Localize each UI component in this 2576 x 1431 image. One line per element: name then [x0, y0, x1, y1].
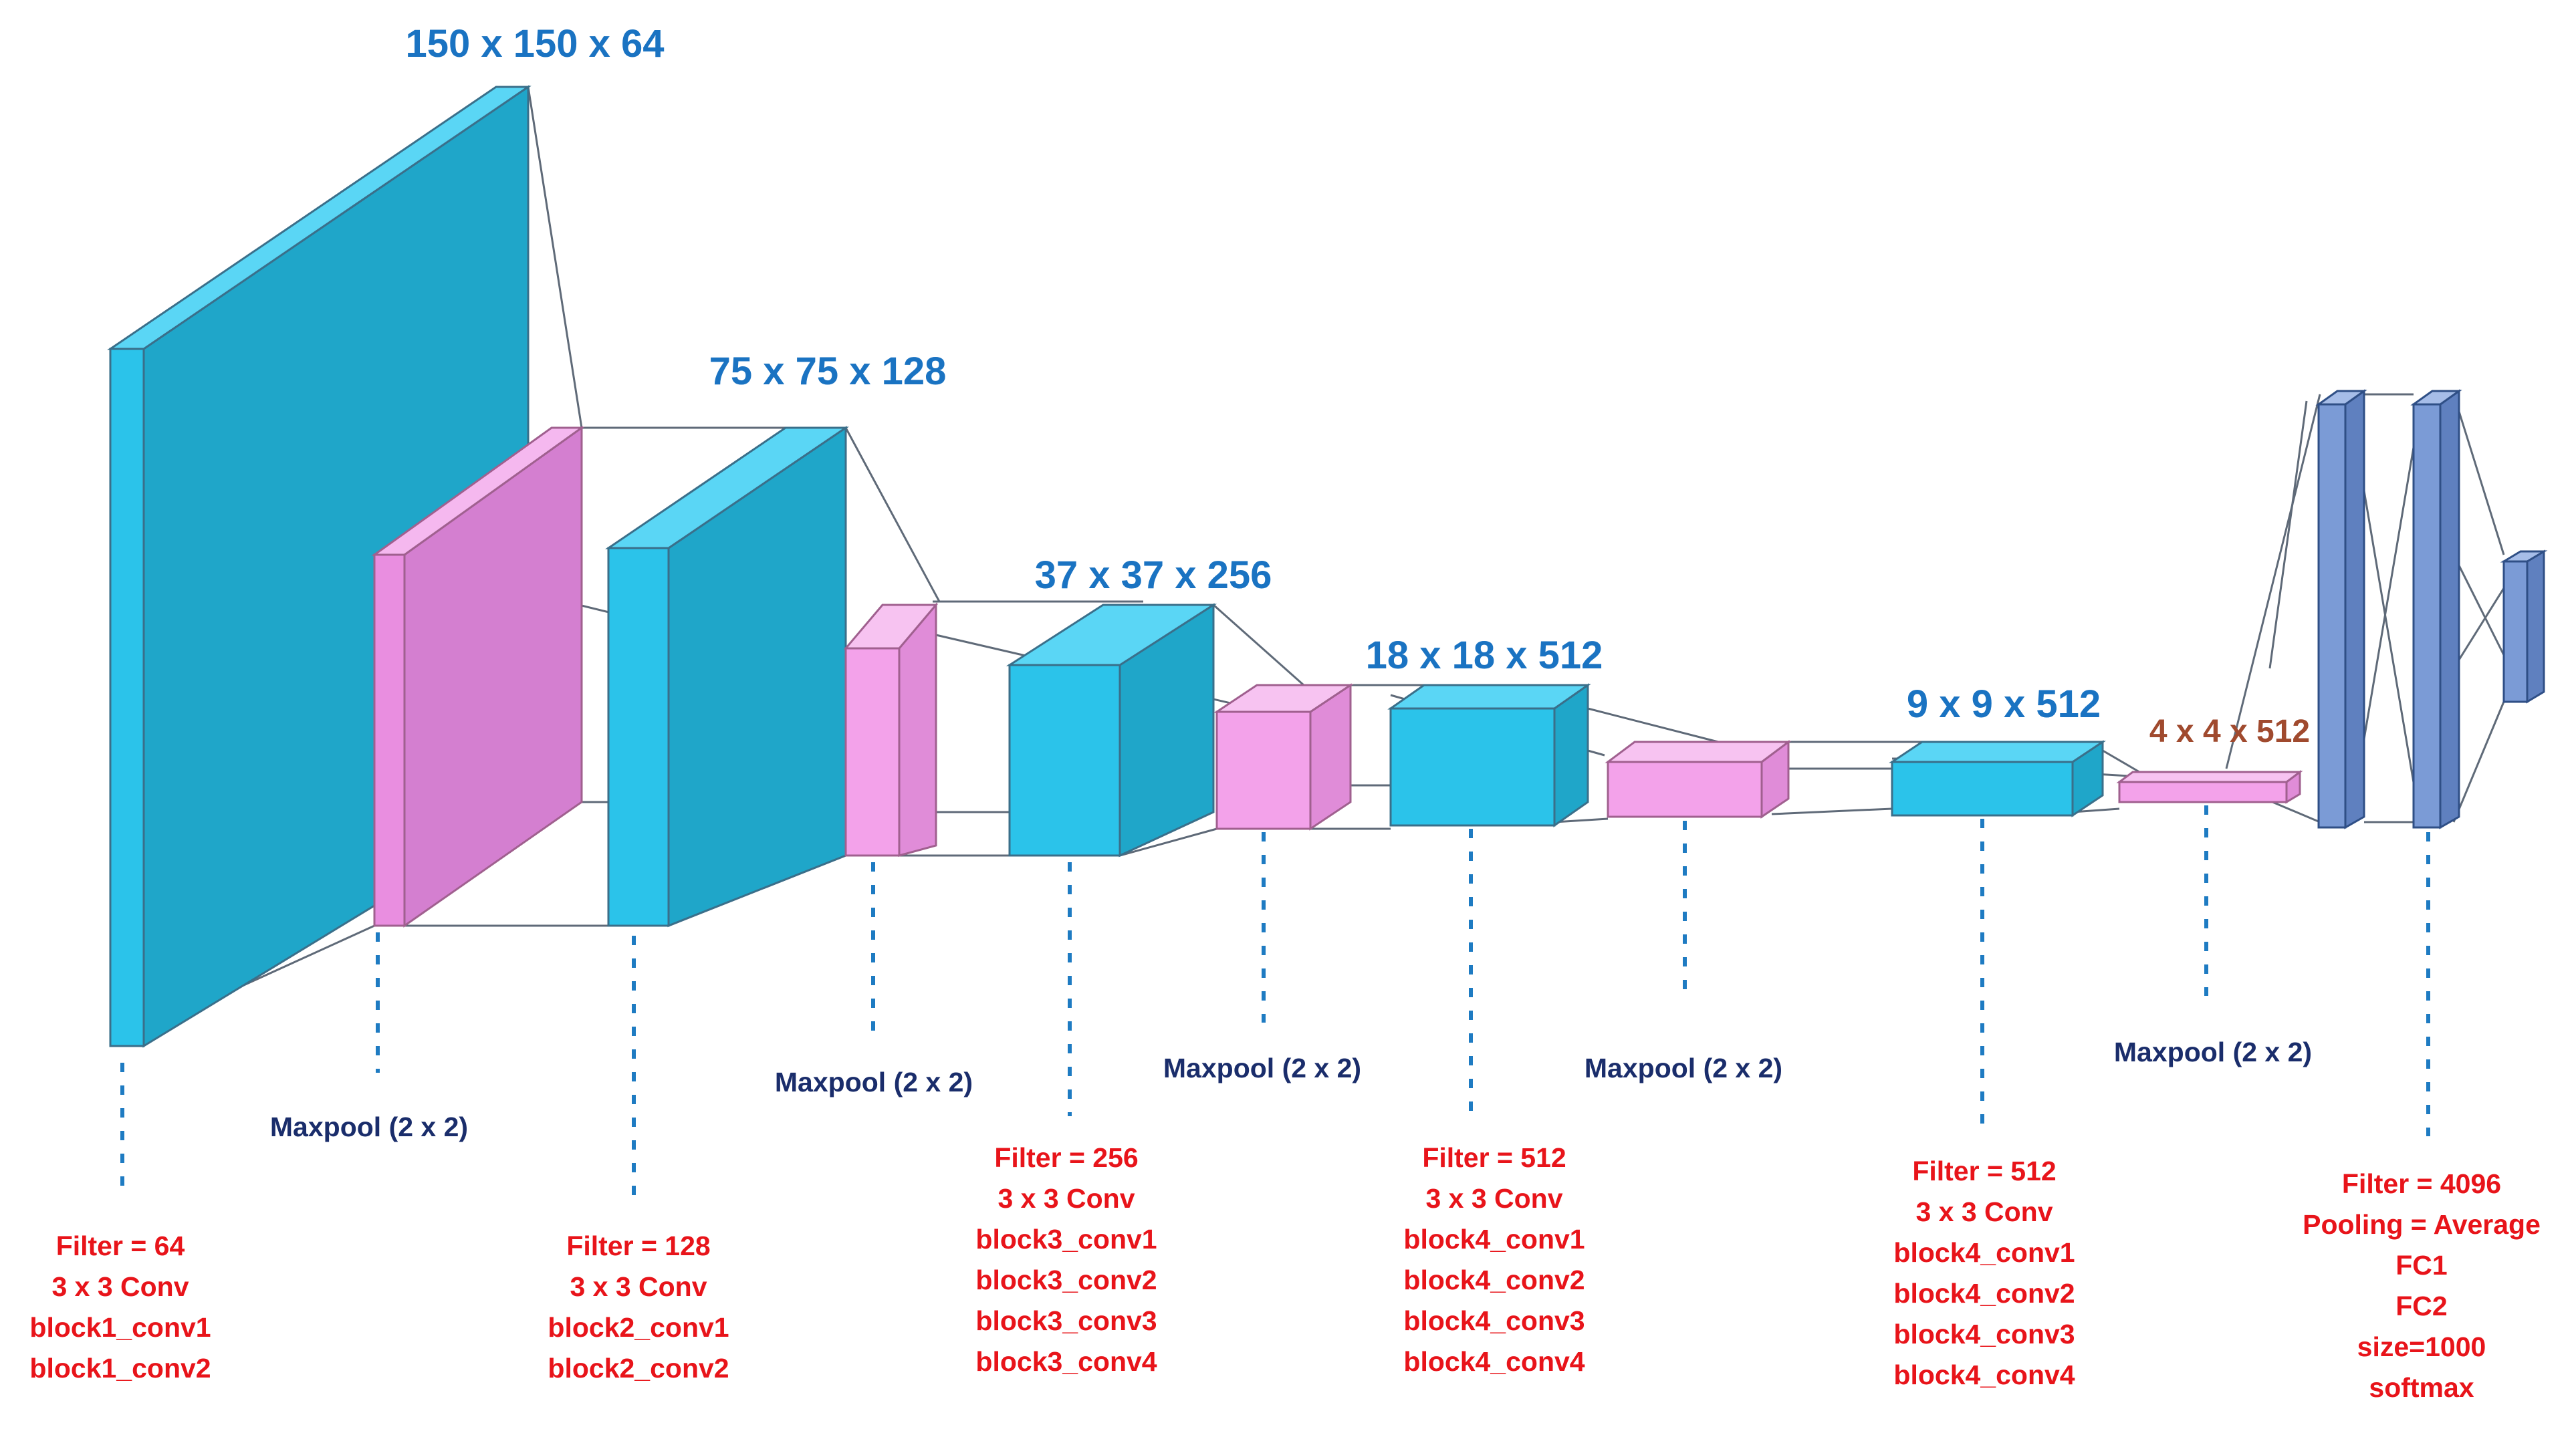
- conv-info-2: Filter = 128 3 x 3 Conv block2_conv1 blo…: [548, 1230, 729, 1384]
- pool-block-5-top: [2116, 771, 2303, 783]
- dimension-label-6: 4 x 4 x 512: [2149, 714, 2310, 749]
- conv-info-3-line-2: 3 x 3 Conv: [998, 1183, 1135, 1214]
- conv-block-3-top: [1006, 604, 1217, 666]
- conv-info-1-line-2: 3 x 3 Conv: [51, 1271, 189, 1302]
- conv-block-2-top: [605, 426, 849, 549]
- conv-block-1-front: [109, 348, 145, 1047]
- maxpool-label-1: Maxpool (2 x 2): [270, 1112, 468, 1142]
- conv-info-5-line-5: block4_conv3: [1893, 1319, 2075, 1349]
- conv-block-4-top: [1387, 684, 1591, 710]
- pool-block-2: [843, 602, 939, 857]
- conv-block-5-top: [1889, 741, 2106, 763]
- fc-info-line-2: Pooling = Average: [2303, 1209, 2541, 1240]
- dimension-label-5: 9 x 9 x 512: [1907, 682, 2101, 726]
- dimension-label-1: 150 x 150 x 64: [405, 22, 664, 66]
- conv-info-4-line-1: Filter = 512: [1422, 1142, 1566, 1173]
- pool-block-1-front: [373, 553, 406, 927]
- conv-info-5-line-4: block4_conv2: [1893, 1278, 2075, 1309]
- pool-block-1-top: [371, 426, 585, 556]
- maxpool-label-3: Maxpool (2 x 2): [1163, 1053, 1361, 1083]
- output-block-side: [2526, 549, 2545, 704]
- conv-info-4-line-6: block4_conv4: [1403, 1346, 1585, 1377]
- pool-block-3: [1213, 683, 1354, 831]
- pool-block-2-top: [843, 604, 939, 650]
- pool-block-2-front: [844, 647, 901, 857]
- fc-info-line-1: Filter = 4096: [2342, 1168, 2501, 1199]
- conv-info-1-line-1: Filter = 64: [56, 1230, 185, 1261]
- conv-info-1-line-4: block1_conv2: [29, 1353, 211, 1384]
- conv-info-1-line-3: block1_conv1: [29, 1312, 211, 1343]
- conv-block-2-front: [607, 547, 670, 927]
- conv-info-3: Filter = 256 3 x 3 Conv block3_conv1 blo…: [975, 1142, 1157, 1377]
- conv-block-5: [1889, 740, 2106, 817]
- conv-info-2-line-2: 3 x 3 Conv: [570, 1271, 707, 1302]
- conv-block-3: [1006, 603, 1217, 858]
- fc-info-line-3: FC1: [2395, 1250, 2447, 1281]
- dimension-label-2: 75 x 75 x 128: [709, 350, 947, 393]
- conv-info-4-line-2: 3 x 3 Conv: [1425, 1183, 1562, 1214]
- conv-info-4-line-4: block4_conv2: [1403, 1265, 1585, 1295]
- conv-info-5: Filter = 512 3 x 3 Conv block4_conv1 blo…: [1893, 1156, 2075, 1390]
- pool-block-5: [2116, 770, 2303, 804]
- dimension-labels: 150 x 150 x 64 75 x 75 x 128 37 x 37 x 2…: [405, 22, 2310, 749]
- pool-block-4-front: [1607, 761, 1763, 818]
- pool-block-1: [371, 426, 585, 928]
- conv-info-3-line-5: block3_conv3: [975, 1305, 1157, 1336]
- fc-block-1-front: [2317, 403, 2347, 829]
- fc-block-2-top: [2410, 390, 2462, 406]
- conv-info-3-line-6: block3_conv4: [975, 1346, 1157, 1377]
- conv-info-5-line-6: block4_conv4: [1893, 1359, 2075, 1390]
- fc-block-2: [2410, 389, 2462, 829]
- conv-block-4: [1387, 683, 1591, 827]
- fc-info-line-4: FC2: [2395, 1291, 2447, 1321]
- fc-block-2-front: [2412, 403, 2442, 829]
- fc-info: Filter = 4096 Pooling = Average FC1 FC2 …: [2303, 1168, 2541, 1403]
- conv-block-3-front: [1008, 664, 1121, 857]
- conv-info-3-line-1: Filter = 256: [994, 1142, 1138, 1173]
- conv-block-1-top: [107, 86, 532, 350]
- maxpool-label-5: Maxpool (2 x 2): [2114, 1037, 2312, 1067]
- fc-block-2-side: [2439, 389, 2460, 829]
- maxpool-labels: Maxpool (2 x 2) Maxpool (2 x 2) Maxpool …: [270, 1037, 2312, 1142]
- pool-block-3-front: [1215, 710, 1312, 830]
- conv-info-5-line-1: Filter = 512: [1912, 1156, 2056, 1186]
- conv-info-3-line-4: block3_conv2: [975, 1265, 1157, 1295]
- output-block-front: [2502, 560, 2529, 703]
- conv-block-5-front: [1891, 761, 2074, 817]
- conv-info-5-line-3: block4_conv1: [1893, 1237, 2075, 1268]
- conv-info-1: Filter = 64 3 x 3 Conv block1_conv1 bloc…: [29, 1230, 211, 1384]
- pool-block-4: [1605, 740, 1792, 819]
- conv-info-2-line-1: Filter = 128: [566, 1230, 710, 1261]
- fc-block-1: [2315, 389, 2367, 829]
- output-block: [2500, 549, 2548, 704]
- dimension-label-4: 18 x 18 x 512: [1366, 634, 1603, 677]
- conv-block-2: [605, 426, 849, 928]
- output-block-top: [2500, 550, 2548, 563]
- dimension-label-3: 37 x 37 x 256: [1035, 553, 1272, 597]
- pool-block-3-top: [1213, 684, 1354, 713]
- fc-info-line-5: size=1000: [2357, 1331, 2486, 1362]
- pool-block-4-top: [1605, 741, 1792, 763]
- pool-block-5-front: [2118, 781, 2288, 803]
- conv-block-4-front: [1389, 707, 1556, 827]
- conv-info-3-line-3: block3_conv1: [975, 1224, 1157, 1255]
- fc-block-1-side: [2344, 389, 2365, 829]
- maxpool-label-2: Maxpool (2 x 2): [775, 1067, 973, 1097]
- conv-info-4-line-5: block4_conv3: [1403, 1305, 1585, 1336]
- conv-info-2-line-3: block2_conv1: [548, 1312, 729, 1343]
- conv-info-4-line-3: block4_conv1: [1403, 1224, 1585, 1255]
- conv-info-4: Filter = 512 3 x 3 Conv block4_conv1 blo…: [1403, 1142, 1585, 1377]
- fc-info-line-6: softmax: [2369, 1372, 2474, 1403]
- conv-info-2-line-4: block2_conv2: [548, 1353, 729, 1384]
- maxpool-label-4: Maxpool (2 x 2): [1585, 1053, 1782, 1083]
- dashed-leader-lines: [120, 805, 2430, 1203]
- conv-info-5-line-2: 3 x 3 Conv: [1915, 1196, 2053, 1227]
- fc-block-1-top: [2315, 390, 2367, 406]
